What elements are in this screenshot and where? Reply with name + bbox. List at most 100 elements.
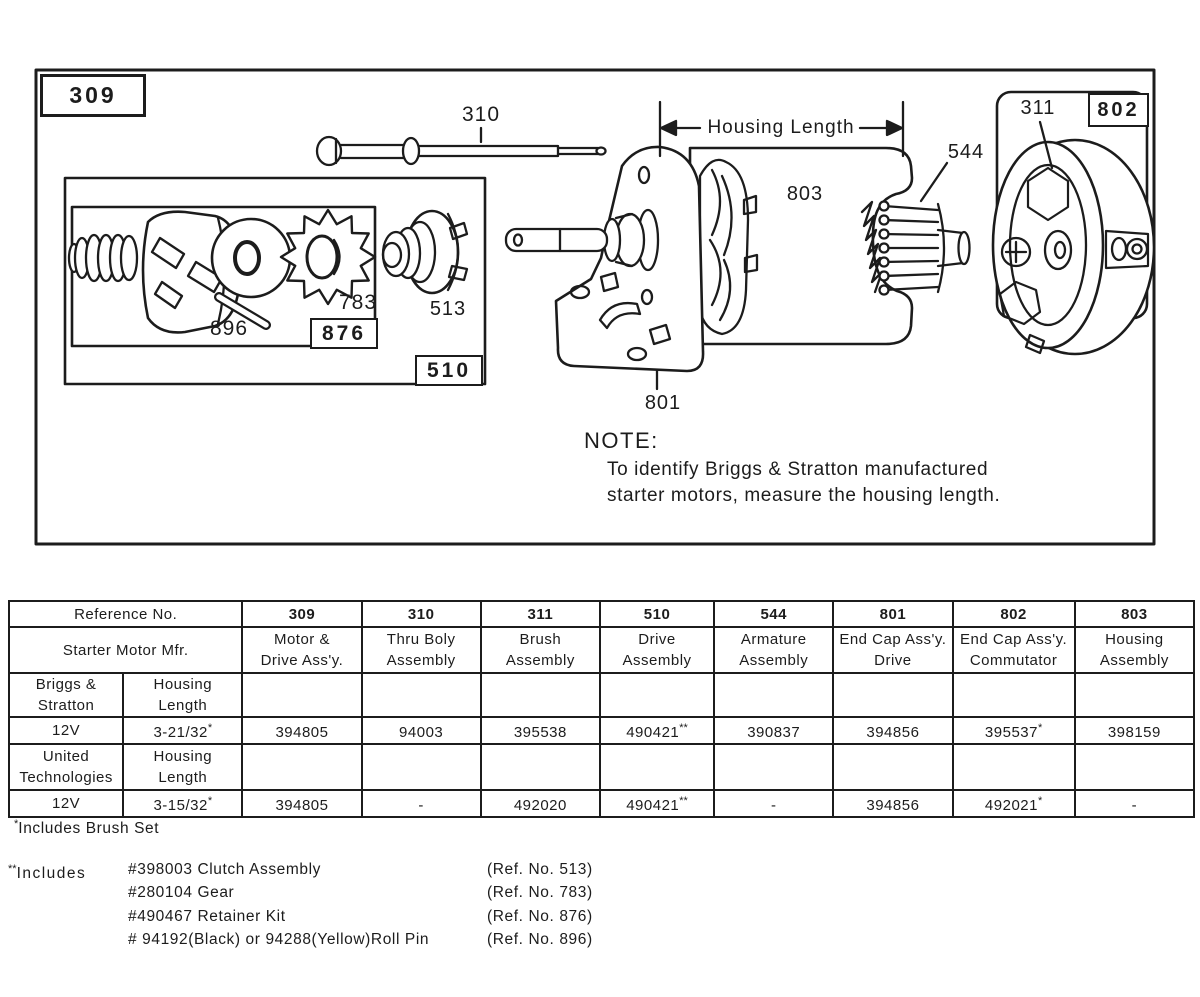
table-row-united-12v: 12V 3-15/32* 394805 - 492020 490421** - … <box>7 789 1196 818</box>
part-name-cell: End Cap Ass'y. Drive <box>832 626 954 674</box>
part-name-cell: Housing Assembly <box>1073 626 1196 674</box>
note-line-1: To identify Briggs & Stratton manufactur… <box>607 459 989 480</box>
roll-pin-896-drawing <box>214 292 271 330</box>
part-number-cell: 394805 <box>241 789 363 818</box>
part-number-cell: 490421** <box>598 716 716 745</box>
part-name-cell: Armature Assembly <box>713 626 835 674</box>
length-label-cell: Housing Length <box>122 672 244 718</box>
part-name-cell: Brush Assembly <box>479 626 601 674</box>
mfr-cell: United Technologies <box>7 743 125 791</box>
part-number-cell: - <box>713 789 835 818</box>
ref-label-801: 801 <box>644 392 682 414</box>
clutch-513-drawing <box>381 209 469 295</box>
note-line-2: starter motors, measure the housing leng… <box>607 485 1001 506</box>
armature-core-drawing <box>698 158 759 336</box>
footnote-ref: (Ref. No. 896) <box>487 931 593 949</box>
part-number-cell: 394856 <box>832 716 954 745</box>
footnote-item: #280104 Gear (Ref. No. 783) <box>128 884 593 907</box>
washer-drawing <box>210 217 292 299</box>
ref-col-311: 311 <box>479 600 601 628</box>
footnote-ref: (Ref. No. 513) <box>487 861 593 878</box>
footnote-includes-items: #398003 Clutch Assembly (Ref. No. 513) #2… <box>128 861 593 955</box>
footnote-ref: (Ref. No. 876) <box>487 907 593 925</box>
part-number-cell: 492021* <box>951 789 1076 818</box>
part-number-cell: 94003 <box>360 716 482 745</box>
part-number-cell: 492020 <box>479 789 601 818</box>
ref-col-544: 544 <box>713 600 835 628</box>
footnote-text: Includes <box>16 865 87 883</box>
footnote-part: # 94192(Black) or 94288(Yellow)Roll Pin <box>128 931 430 949</box>
thru-bolt-310-drawing <box>315 126 607 167</box>
ref-box-510-label: 510 <box>426 358 472 382</box>
table-row-partnames: Starter Motor Mfr. Motor & Drive Ass'y. T… <box>7 626 1196 674</box>
leader-544 <box>919 161 949 203</box>
length-cell: 3-15/32* <box>122 789 244 818</box>
part-number-cell: 490421** <box>598 789 716 818</box>
ref-label-513: 513 <box>429 298 467 320</box>
housing-length-dimension <box>658 100 905 158</box>
corner-reference-no: Reference No. <box>7 600 244 628</box>
part-number-cell: 394856 <box>832 789 954 818</box>
footnote-marker: * <box>14 818 19 830</box>
footnote-part: #398003 Clutch Assembly <box>128 861 322 878</box>
part-name-cell: End Cap Ass'y. Commutator <box>951 626 1076 674</box>
footnote-ref: (Ref. No. 783) <box>487 884 593 902</box>
table-row-briggs: Briggs & Stratton Housing Length <box>7 672 1196 718</box>
ref-label-896: 896 <box>209 317 249 340</box>
end-cap-commutator-drawing <box>991 90 1156 356</box>
gear-783-drawing <box>279 208 377 306</box>
footnote-text: Includes Brush Set <box>18 820 160 838</box>
length-label-cell: Housing Length <box>122 743 244 791</box>
part-number-cell: 395538 <box>479 716 601 745</box>
table-row-refnos: Reference No. 309 310 311 510 544 801 80… <box>7 600 1196 628</box>
part-number-cell: 394805 <box>241 716 363 745</box>
ref-col-801: 801 <box>832 600 954 628</box>
part-number-cell: - <box>360 789 482 818</box>
mfr-cell: Briggs & Stratton <box>7 672 125 718</box>
ref-col-802: 802 <box>951 600 1076 628</box>
ref-box-876-label: 876 <box>321 321 367 345</box>
ref-label-783: 783 <box>338 291 378 314</box>
note-heading: NOTE: <box>584 428 659 453</box>
ref-label-311: 311 <box>1020 97 1056 119</box>
part-name-cell: Drive Assembly <box>598 626 716 674</box>
ref-box-309-label: 309 <box>69 82 117 108</box>
length-cell: 3-21/32* <box>122 716 244 745</box>
group-box-876 <box>70 205 377 348</box>
corner-starter-motor-mfr: Starter Motor Mfr. <box>7 626 244 674</box>
diagram-line-art <box>34 68 1156 546</box>
ref-col-309: 309 <box>241 600 363 628</box>
ref-box-802-label: 802 <box>1097 98 1140 121</box>
footnote-brush-set: *Includes Brush Set <box>14 818 159 838</box>
leader-311 <box>1038 120 1054 170</box>
part-name-cell: Thru Boly Assembly <box>360 626 482 674</box>
part-name-cell: Motor & Drive Ass'y. <box>241 626 363 674</box>
ref-col-510: 510 <box>598 600 716 628</box>
group-box-510 <box>63 176 487 386</box>
footnote-part: #280104 Gear <box>128 884 235 902</box>
ref-box-802: 802 <box>1088 93 1149 127</box>
ref-col-803: 803 <box>1073 600 1196 628</box>
reference-table: Reference No. 309 310 311 510 544 801 80… <box>7 600 1196 818</box>
ref-col-310: 310 <box>360 600 482 628</box>
ref-box-510: 510 <box>415 355 483 386</box>
part-number-cell: - <box>1073 789 1196 818</box>
part-number-cell: 395537* <box>951 716 1076 745</box>
table-row-united: United Technologies Housing Length <box>7 743 1196 791</box>
drive-shaft-drawing <box>504 208 660 272</box>
footnote-item: #398003 Clutch Assembly (Ref. No. 513) <box>128 861 593 884</box>
footnote-item: # 94192(Black) or 94288(Yellow)Roll Pin (… <box>128 931 593 954</box>
end-cap-drive-801-drawing <box>554 145 705 391</box>
ref-box-876: 876 <box>310 318 378 349</box>
armature-544-drawing <box>860 161 971 296</box>
ref-label-310: 310 <box>461 103 501 126</box>
footnote-marker: ** <box>8 863 17 875</box>
part-number-cell: 390837 <box>713 716 835 745</box>
ref-box-309: 309 <box>40 74 146 117</box>
voltage-cell: 12V <box>7 716 125 745</box>
dimension-label: Housing Length <box>707 117 855 138</box>
footnote-includes-label: **Includes <box>8 863 86 883</box>
diagram-border <box>34 68 1156 546</box>
part-number-cell: 398159 <box>1073 716 1196 745</box>
